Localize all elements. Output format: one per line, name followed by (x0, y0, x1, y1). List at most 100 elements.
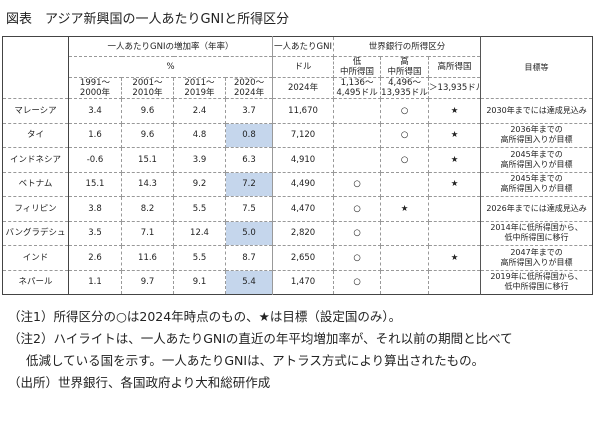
growth-value: 3.9 (173, 147, 226, 173)
period-3: 2011～ 2019年 (173, 77, 226, 99)
upper-middle-mark (380, 220, 430, 246)
growth-value: 9.7 (121, 269, 174, 295)
country-name: ネパール (2, 269, 69, 295)
upper-middle-mark (380, 171, 430, 197)
growth-value: 7.2 (224, 171, 274, 197)
upper-middle-mark: ○ (380, 122, 430, 148)
growth-value: 15.1 (68, 171, 122, 197)
um-range: 4,496～ 13,935ドル (380, 77, 430, 99)
growth-value: 8.2 (121, 196, 174, 222)
goal-text: 2047年までの 高所得国入りが目標 (480, 245, 593, 271)
country-name: ベトナム (2, 171, 69, 197)
lower-middle-mark (333, 122, 382, 148)
country-name: フィリピン (2, 196, 69, 222)
growth-value: 12.4 (173, 220, 226, 246)
header-blank (2, 36, 69, 99)
growth-value: 2.4 (173, 98, 226, 124)
header-lm: 低中所得国 (333, 56, 382, 78)
lower-middle-mark: ○ (333, 269, 382, 295)
country-name: バングラデシュ (2, 220, 69, 246)
table-row: ネパール 1.1 9.7 9.1 5.4 1,470 ○ 2019年に低所得国から、 低中所得国… (2, 269, 593, 295)
high-income-mark: ★ (428, 147, 482, 173)
growth-value: 7.5 (224, 196, 274, 222)
header-pct: % (67, 56, 274, 78)
upper-middle-mark: ○ (380, 147, 430, 173)
note-2: （注2）ハイライトは、一人あたりGNIの直近の年平均増加率が、それ以前の期間と比… (8, 331, 513, 346)
lower-middle-mark: ○ (333, 196, 382, 222)
header-hi: 高所得国 (428, 56, 482, 78)
notes: （注1）所得区分の○は2024年時点のもの、★は目標（設定国のみ）。 （注2）ハ… (8, 306, 513, 394)
period-2: 2001～ 2010年 (121, 77, 174, 99)
gni-value: 2,650 (272, 245, 335, 271)
country-name: インド (2, 245, 69, 271)
growth-value: 5.0 (224, 220, 274, 246)
header-gni: 一人あたりGNI (272, 36, 335, 57)
goal-text: 2036年までの 高所得国入りが目標 (480, 122, 593, 148)
goal-text: 2045年までの 高所得国入りが目標 (480, 171, 593, 197)
growth-value: 8.7 (224, 245, 274, 271)
growth-value: 3.7 (224, 98, 274, 124)
lower-middle-mark (333, 147, 382, 173)
growth-value: 11.6 (121, 245, 174, 271)
goal-text: 2030年までには達成見込み (480, 98, 593, 124)
gni-value: 1,470 (272, 269, 335, 295)
table-row: インド 2.6 11.6 5.5 8.7 2,650 ○ ★ 2047年までの 高所得国入りが目標 (2, 245, 593, 271)
gni-value: 2,820 (272, 220, 335, 246)
growth-value: 5.5 (173, 196, 226, 222)
growth-value: 5.4 (224, 269, 274, 295)
goal-text: 2014年に低所得国から、 低中所得国に移行 (480, 220, 593, 246)
table-row: バングラデシュ 3.5 7.1 12.4 5.0 2,820 ○ 2014年に低所得国から、低… (2, 220, 593, 246)
gni-value: 11,670 (272, 98, 335, 124)
period-1: 1991～ 2000年 (68, 77, 122, 99)
figure-title: 図表 アジア新興国の一人あたりGNIと所得区分 (6, 12, 290, 27)
growth-value: 9.6 (121, 122, 174, 148)
source: （出所）世界銀行、各国政府より大和総研作成 (8, 375, 271, 390)
high-income-mark: ★ (428, 171, 482, 197)
header-goal: 目標等 (480, 36, 593, 99)
growth-value: 1.6 (68, 122, 122, 148)
growth-value: 14.3 (121, 171, 174, 197)
growth-value: 6.3 (224, 147, 274, 173)
high-income-mark: ★ (428, 98, 482, 124)
high-income-mark: ★ (428, 245, 482, 271)
growth-value: -0.6 (68, 147, 122, 173)
table-row: フィリピン 3.8 8.2 5.5 7.5 4,470 ○ ★ 2026年までには達成見込み (2, 196, 593, 222)
lower-middle-mark: ○ (333, 245, 382, 271)
lower-middle-mark: ○ (333, 220, 382, 246)
goal-text: 2026年までには達成見込み (480, 196, 593, 222)
header-dollar: ドル (272, 56, 335, 78)
goal-text: 2045年までの 高所得国入りが目標 (480, 147, 593, 173)
country-name: インドネシア (2, 147, 69, 173)
upper-middle-mark (380, 269, 430, 295)
hi-range: ＞13,935ドル (428, 77, 482, 99)
header-um: 高中所得国 (380, 56, 430, 78)
period-4: 2020～ 2024年 (224, 77, 274, 99)
growth-value: 4.8 (173, 122, 226, 148)
header-year: 2024年 (272, 77, 335, 99)
high-income-mark (428, 220, 482, 246)
growth-value: 15.1 (121, 147, 174, 173)
header-wb: 世界銀行の所得区分 (333, 36, 482, 57)
growth-value: 9.1 (173, 269, 226, 295)
table-row: インドネシア -0.6 15.1 3.9 6.3 4,910 ○ ★ 2045年までの 高所得国入… (2, 147, 593, 173)
growth-value: 9.2 (173, 171, 226, 197)
upper-middle-mark: ○ (380, 98, 430, 124)
gni-value: 7,120 (272, 122, 335, 148)
note-1: （注1）所得区分の○は2024年時点のもの、★は目標（設定国のみ）。 (8, 309, 402, 324)
country-name: タイ (2, 122, 69, 148)
growth-value: 5.5 (173, 245, 226, 271)
table-row: ベトナム 15.1 14.3 9.2 7.2 4,490 ○ ★ 2045年までの 高所得国入りが… (2, 171, 593, 197)
gni-table: 一人あたりGNIの増加率（年率） 一人あたりGNI 世界銀行の所得区分 目標等 … (2, 36, 593, 295)
lower-middle-mark: ○ (333, 171, 382, 197)
growth-value: 1.1 (68, 269, 122, 295)
lower-middle-mark (333, 98, 382, 124)
gni-value: 4,910 (272, 147, 335, 173)
header-growth: 一人あたりGNIの増加率（年率） (67, 36, 274, 57)
note-2-cont: 低減している国を示す。一人あたりGNIは、アトラス方式により算出されたもの。 (26, 353, 485, 368)
high-income-mark: ★ (428, 122, 482, 148)
growth-value: 9.6 (121, 98, 174, 124)
growth-value: 2.6 (68, 245, 122, 271)
country-name: マレーシア (2, 98, 69, 124)
growth-value: 3.8 (68, 196, 122, 222)
growth-value: 3.5 (68, 220, 122, 246)
